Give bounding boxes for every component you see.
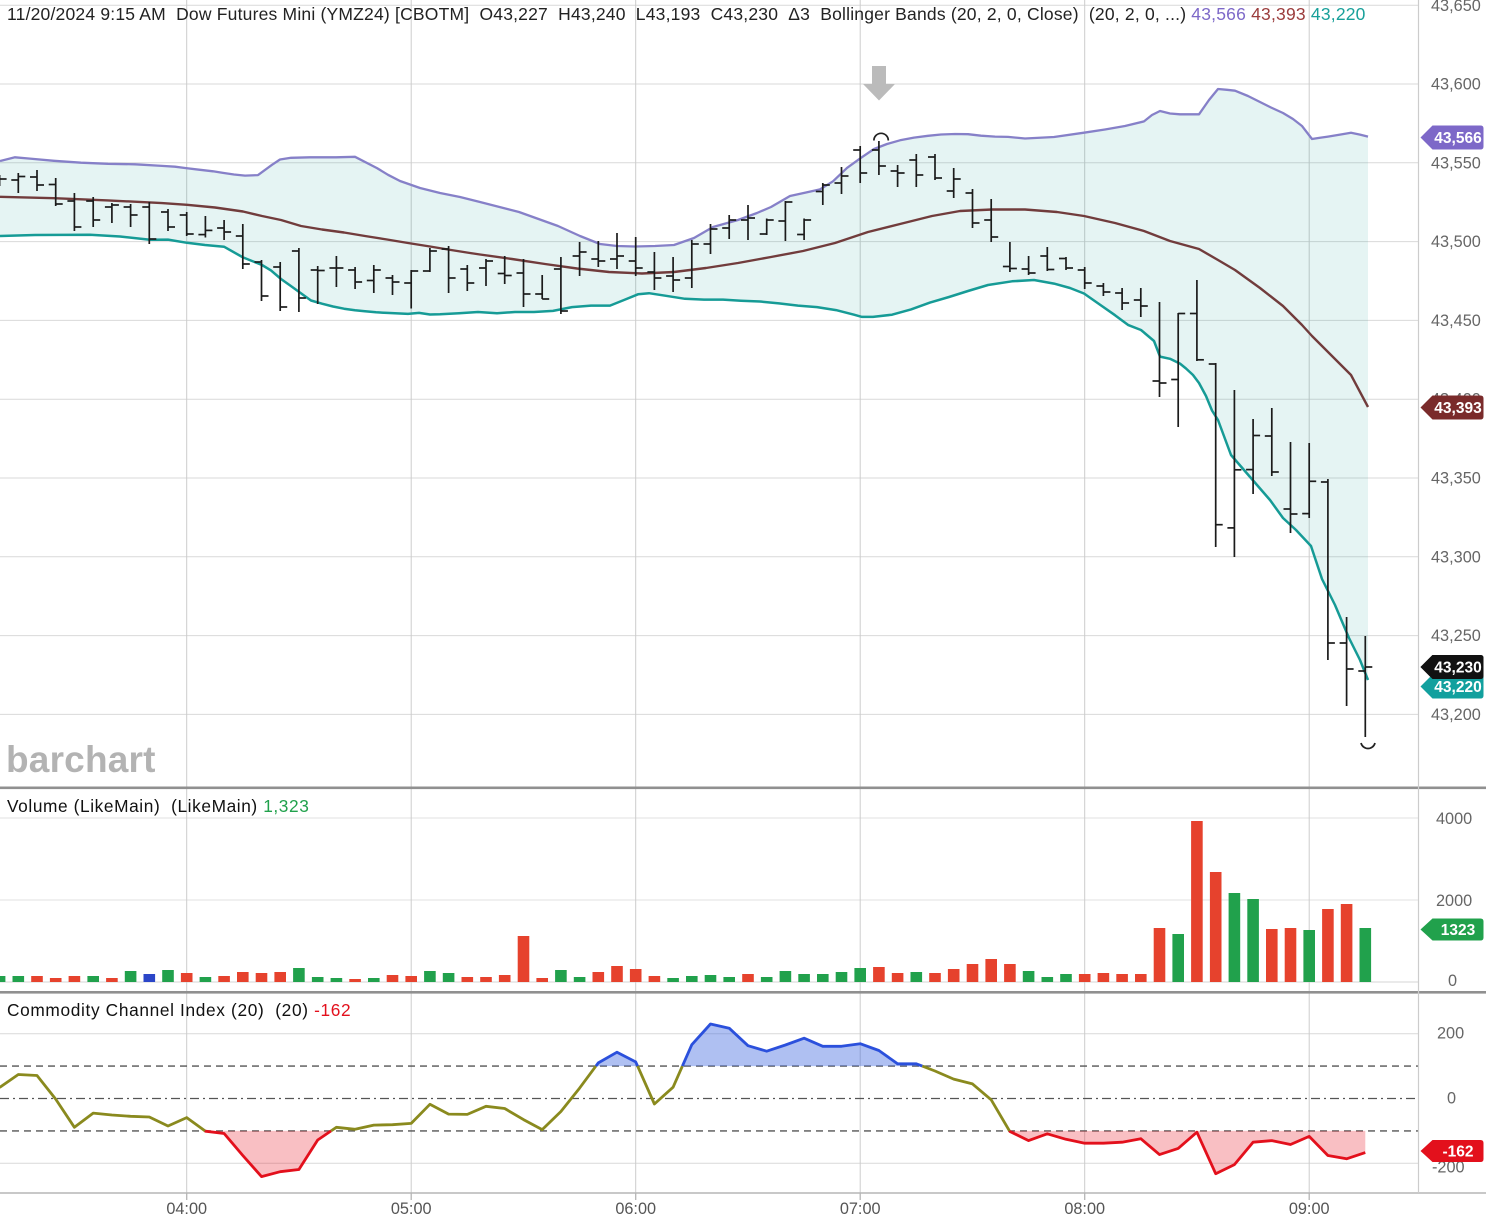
svg-text:43,350: 43,350: [1431, 470, 1481, 488]
svg-text:08:00: 08:00: [1064, 1200, 1105, 1218]
svg-text:05:00: 05:00: [391, 1200, 432, 1218]
svg-text:43,450: 43,450: [1431, 312, 1481, 330]
svg-text:1323: 1323: [1441, 922, 1476, 939]
svg-text:0: 0: [1448, 972, 1457, 990]
svg-text:04:00: 04:00: [166, 1200, 207, 1218]
svg-text:43,250: 43,250: [1431, 627, 1481, 645]
svg-text:09:00: 09:00: [1289, 1200, 1330, 1218]
svg-text:43,220: 43,220: [1434, 679, 1481, 696]
svg-text:43,200: 43,200: [1431, 706, 1481, 724]
svg-text:07:00: 07:00: [840, 1200, 881, 1218]
svg-text:43,650: 43,650: [1431, 0, 1481, 15]
svg-text:Volume (LikeMain) (LikeMain): Volume (LikeMain) (LikeMain) 1,323: [7, 796, 309, 816]
svg-text:11/20/2024 9:15 AM Dow Future: 11/20/2024 9:15 AM Dow Futures Mini (YMZ…: [7, 4, 1366, 24]
svg-text:200: 200: [1437, 1025, 1464, 1043]
svg-text:43,600: 43,600: [1431, 76, 1481, 94]
svg-text:06:00: 06:00: [615, 1200, 656, 1218]
svg-text:43,566: 43,566: [1434, 130, 1482, 147]
svg-text:43,300: 43,300: [1431, 548, 1481, 566]
svg-text:4000: 4000: [1436, 810, 1472, 828]
svg-text:2000: 2000: [1436, 892, 1472, 910]
svg-text:Commodity Channel Index (20): Commodity Channel Index (20) (20) -162: [7, 1000, 351, 1020]
svg-text:0: 0: [1447, 1090, 1456, 1108]
svg-text:43,500: 43,500: [1431, 233, 1481, 251]
svg-text:barchart: barchart: [6, 739, 156, 780]
svg-text:43,550: 43,550: [1431, 154, 1481, 172]
svg-text:43,393: 43,393: [1434, 400, 1482, 417]
svg-text:43,230: 43,230: [1434, 660, 1481, 677]
svg-text:-162: -162: [1442, 1144, 1473, 1161]
